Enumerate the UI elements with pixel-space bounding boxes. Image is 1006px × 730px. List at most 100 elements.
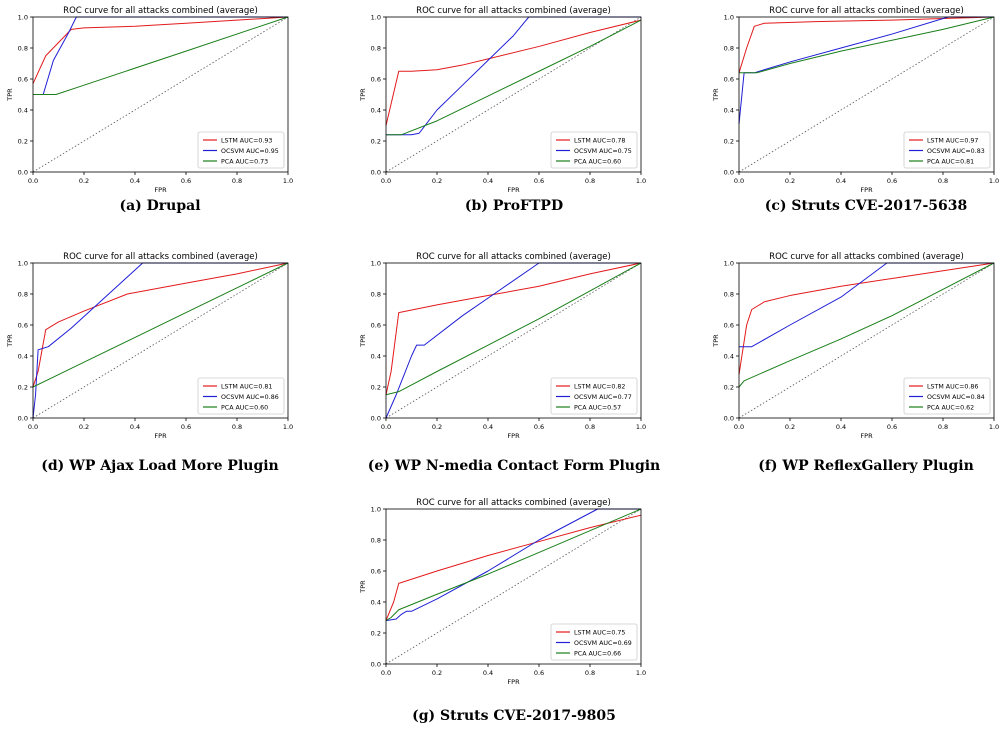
series-line-ocsvm bbox=[33, 16, 288, 95]
y-tick-label: 0.6 bbox=[724, 321, 734, 329]
roc-panel-6: ROC curve for all attacks combined (aver… bbox=[712, 252, 999, 440]
figure-caption: (c) Struts CVE-2017-5638 bbox=[765, 198, 968, 214]
x-tick-label: 0.0 bbox=[28, 177, 38, 185]
y-tick-label: 0.4 bbox=[371, 106, 381, 114]
legend-entry: OCSVM AUC=0.86 bbox=[221, 394, 279, 401]
chart-title: ROC curve for all attacks combined (aver… bbox=[63, 252, 258, 262]
roc-panels: ROC curve for all attacks combined (aver… bbox=[6, 6, 999, 686]
legend-entry: OCSVM AUC=0.69 bbox=[574, 640, 632, 647]
x-tick-label: 0.4 bbox=[836, 177, 846, 185]
legend: LSTM AUC=0.93 OCSVM AUC=0.95 PCA AUC=0.73 bbox=[197, 131, 285, 169]
x-tick-label: 0.4 bbox=[130, 177, 140, 185]
x-tick-label: 0.8 bbox=[585, 669, 595, 677]
legend: LSTM AUC=0.78 OCSVM AUC=0.75 PCA AUC=0.60 bbox=[550, 131, 638, 169]
roc-panel-3: ROC curve for all attacks combined (aver… bbox=[712, 6, 999, 194]
y-tick-label: 1.0 bbox=[371, 13, 381, 21]
y-axis-label: TPR bbox=[6, 334, 14, 348]
x-tick-label: 0.2 bbox=[79, 177, 89, 185]
y-tick-label: 0.2 bbox=[724, 383, 734, 391]
y-tick-label: 0.4 bbox=[724, 352, 734, 360]
y-tick-label: 0.6 bbox=[371, 75, 381, 83]
chart-title: ROC curve for all attacks combined (aver… bbox=[416, 252, 611, 262]
figure-caption: (g) Struts CVE-2017-9805 bbox=[412, 708, 616, 724]
x-tick-label: 0.0 bbox=[381, 423, 391, 431]
y-tick-label: 0.0 bbox=[724, 168, 734, 176]
y-tick-label: 1.0 bbox=[724, 259, 734, 267]
plot-frame bbox=[32, 262, 289, 419]
x-tick-label: 0.8 bbox=[938, 177, 948, 185]
y-axis-label: TPR bbox=[359, 334, 367, 348]
x-axis-label: FPR bbox=[507, 432, 520, 440]
x-tick-label: 0.4 bbox=[836, 423, 846, 431]
y-tick-label: 0.0 bbox=[371, 660, 381, 668]
x-tick-label: 0.0 bbox=[734, 177, 744, 185]
diagonal-reference-line bbox=[32, 262, 289, 419]
chart-title: ROC curve for all attacks combined (aver… bbox=[416, 498, 611, 508]
x-tick-label: 0.6 bbox=[534, 423, 544, 431]
legend-entry: OCSVM AUC=0.84 bbox=[927, 394, 985, 401]
x-tick-label: 0.4 bbox=[483, 177, 493, 185]
series-line-ocsvm bbox=[738, 16, 994, 124]
series-line-lstm bbox=[738, 16, 995, 73]
figure-caption: (b) ProFTPD bbox=[465, 198, 563, 214]
x-tick-label: 0.6 bbox=[534, 177, 544, 185]
x-tick-label: 0.2 bbox=[432, 669, 442, 677]
figure-caption: (a) Drupal bbox=[119, 198, 200, 214]
roc-panel-1: ROC curve for all attacks combined (aver… bbox=[6, 6, 293, 194]
chart-title: ROC curve for all attacks combined (aver… bbox=[769, 252, 964, 262]
legend: LSTM AUC=0.75 OCSVM AUC=0.69 PCA AUC=0.66 bbox=[550, 623, 638, 661]
x-tick-label: 0.0 bbox=[734, 423, 744, 431]
roc-panel-5: ROC curve for all attacks combined (aver… bbox=[359, 252, 646, 440]
plot-frame bbox=[738, 262, 995, 419]
legend: LSTM AUC=0.97 OCSVM AUC=0.83 PCA AUC=0.81 bbox=[903, 131, 991, 169]
roc-panel-2: ROC curve for all attacks combined (aver… bbox=[359, 6, 646, 194]
series-line-pca bbox=[385, 508, 642, 622]
x-tick-label: 0.2 bbox=[785, 423, 795, 431]
series-line-ocsvm bbox=[32, 262, 288, 419]
y-axis-label: TPR bbox=[712, 88, 720, 102]
legend-entry: OCSVM AUC=0.83 bbox=[927, 148, 985, 155]
y-tick-label: 0.8 bbox=[371, 44, 381, 52]
x-axis-label: FPR bbox=[507, 678, 520, 686]
x-tick-label: 0.4 bbox=[483, 423, 493, 431]
x-axis-label: FPR bbox=[860, 186, 873, 194]
plot-frame bbox=[32, 16, 289, 173]
chart-title: ROC curve for all attacks combined (aver… bbox=[416, 6, 611, 16]
y-tick-label: 1.0 bbox=[18, 259, 28, 267]
x-tick-label: 0.0 bbox=[381, 177, 391, 185]
y-tick-label: 0.8 bbox=[724, 290, 734, 298]
y-tick-label: 0.6 bbox=[724, 75, 734, 83]
y-tick-label: 0.8 bbox=[371, 290, 381, 298]
x-tick-label: 1.0 bbox=[283, 177, 293, 185]
x-tick-label: 1.0 bbox=[636, 177, 646, 185]
y-axis-label: TPR bbox=[359, 88, 367, 102]
plot-frame bbox=[385, 508, 642, 665]
chart-title: ROC curve for all attacks combined (aver… bbox=[63, 6, 258, 16]
series-line-lstm bbox=[385, 262, 642, 395]
x-tick-label: 1.0 bbox=[283, 423, 293, 431]
x-tick-label: 1.0 bbox=[636, 669, 646, 677]
legend-box bbox=[197, 377, 285, 415]
series-line-lstm bbox=[385, 514, 642, 621]
legend-entry: LSTM AUC=0.82 bbox=[574, 383, 625, 390]
figure-caption: (d) WP Ajax Load More Plugin bbox=[41, 458, 278, 474]
series-line-pca bbox=[32, 262, 289, 388]
series-line-lstm bbox=[738, 262, 995, 375]
y-tick-label: 0.4 bbox=[371, 352, 381, 360]
y-tick-label: 0.4 bbox=[18, 106, 28, 114]
plot-frame bbox=[385, 262, 642, 419]
series-line-ocsvm bbox=[385, 508, 641, 622]
legend-entry: LSTM AUC=0.97 bbox=[927, 137, 978, 144]
plot-frame bbox=[738, 16, 995, 173]
x-tick-label: 0.6 bbox=[534, 669, 544, 677]
x-tick-label: 0.8 bbox=[232, 177, 242, 185]
series-line-pca bbox=[386, 19, 642, 136]
x-tick-label: 0.6 bbox=[887, 177, 897, 185]
series-line-lstm bbox=[32, 262, 289, 388]
roc-panel-4: ROC curve for all attacks combined (aver… bbox=[6, 252, 293, 440]
x-axis-label: FPR bbox=[860, 432, 873, 440]
y-tick-label: 0.0 bbox=[724, 414, 734, 422]
x-tick-label: 0.2 bbox=[79, 423, 89, 431]
y-tick-label: 0.2 bbox=[18, 137, 28, 145]
